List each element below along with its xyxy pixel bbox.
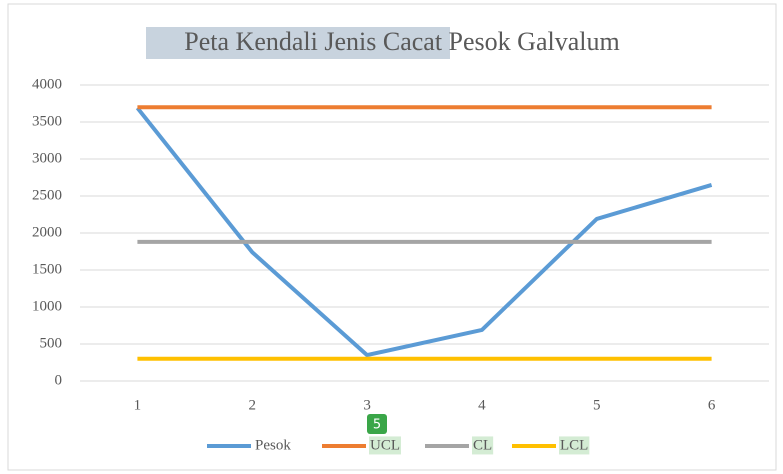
legend-label: LCL — [560, 437, 588, 453]
badge-label: 5 — [373, 418, 381, 433]
legend-label: UCL — [370, 437, 400, 453]
legend-highlight — [472, 436, 494, 455]
x-tick-label: 3 — [363, 397, 371, 413]
badge — [367, 414, 387, 434]
title-highlight — [146, 27, 450, 59]
legend-label: Pesok — [255, 437, 291, 453]
chart-title: Peta Kendali Jenis Cacat Pesok Galvalum — [184, 27, 619, 56]
x-tick-label: 6 — [708, 397, 716, 413]
y-tick-label: 2000 — [32, 224, 62, 240]
y-tick-label: 0 — [55, 372, 63, 388]
y-tick-label: 1500 — [32, 261, 62, 277]
x-tick-label: 2 — [249, 397, 257, 413]
legend-highlight — [369, 436, 401, 455]
y-tick-label: 2500 — [32, 187, 62, 203]
y-tick-label: 4000 — [32, 76, 62, 92]
series-line — [135, 106, 713, 358]
y-tick-label: 500 — [40, 335, 63, 351]
y-tick-label: 3500 — [32, 113, 62, 129]
legend-highlight — [559, 436, 590, 455]
y-tick-label: 3000 — [32, 150, 62, 166]
x-tick-label: 4 — [478, 397, 486, 413]
y-tick-label: 1000 — [32, 298, 62, 314]
x-tick-label: 5 — [593, 397, 601, 413]
chart-frame — [7, 3, 777, 471]
x-tick-label: 1 — [134, 397, 142, 413]
legend-label: CL — [473, 437, 492, 453]
